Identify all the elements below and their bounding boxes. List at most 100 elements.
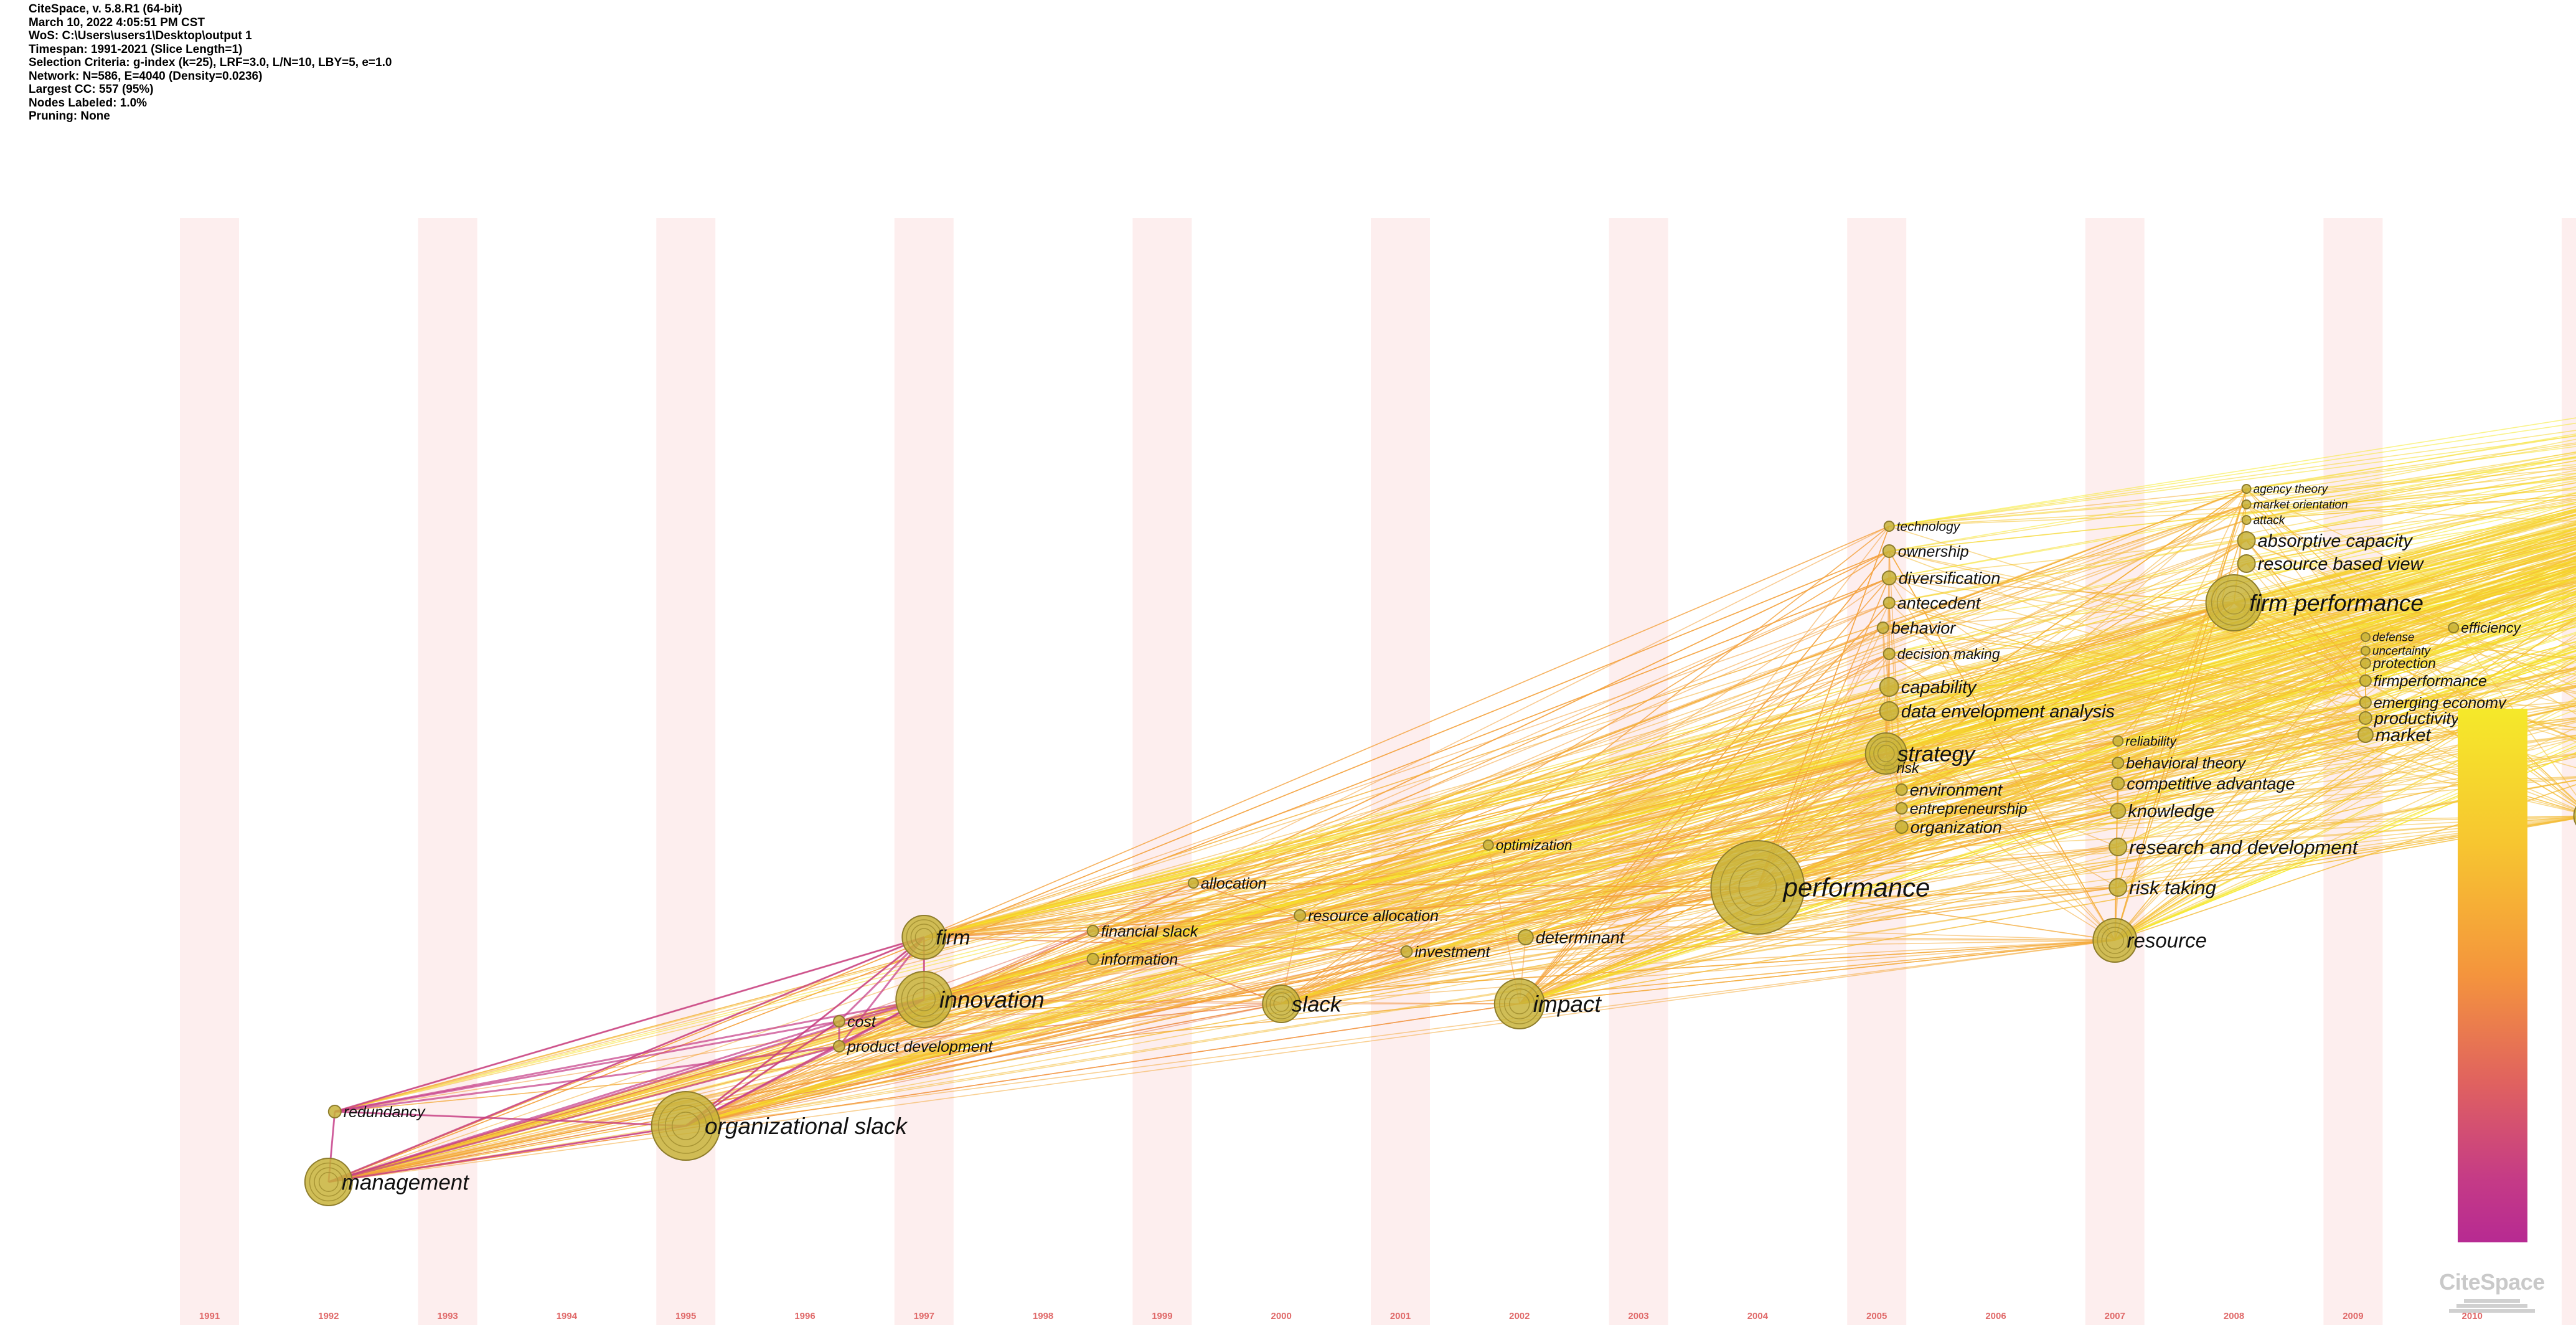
network-link [2118,653,2576,811]
keyword-node[interactable] [2357,727,2374,743]
network-link [2114,659,2576,941]
year-label: 1993 [437,1311,458,1321]
keyword-node[interactable] [2573,798,2576,833]
keyword-node[interactable] [1879,701,1899,721]
keyword-node[interactable] [1895,783,1908,796]
logo-text: CiteSpace [2439,1269,2545,1295]
network-link [1757,650,2576,888]
keyword-node[interactable] [1864,732,1907,775]
network-link [1519,940,2115,1004]
keyword-node[interactable] [1894,820,1909,834]
network-link [1889,531,2576,688]
keyword-node[interactable] [2360,646,2371,656]
keyword-node[interactable] [2108,878,2128,897]
keyword-node[interactable] [2360,632,2371,642]
keyword-node[interactable] [1876,621,1889,634]
keyword-node[interactable] [1883,648,1896,660]
network-link [924,999,1520,1004]
network-link [1757,631,2576,888]
network-link [1889,502,2576,654]
keyword-node[interactable] [1294,909,1307,922]
keyword-node[interactable] [651,1091,721,1161]
network-link [1901,560,2576,809]
keyword-node[interactable] [2448,622,2460,633]
header-line: Largest CC: 557 (95%) [29,83,154,96]
year-label: 1996 [794,1311,815,1321]
keyword-node[interactable] [2110,803,2127,819]
keyword-node[interactable] [2241,499,2252,509]
keyword-node[interactable] [1881,570,1897,585]
keyword-node[interactable] [1086,953,1099,965]
network-link [328,514,2576,1183]
network-link [1889,470,2576,603]
keyword-label: competitive advantage [2127,774,2295,793]
network-link [2118,595,2576,763]
keyword-node[interactable] [304,1158,353,1206]
network-link [839,667,2576,1047]
keyword-label: organization [1911,818,2002,836]
keyword-node[interactable] [327,1105,342,1118]
keyword-node[interactable] [2241,484,2252,494]
keyword-node[interactable] [2112,757,2125,769]
network-link [924,488,2247,1000]
network-link [1519,647,2576,1004]
network-link [1883,602,2234,628]
keyword-label: reliability [2125,734,2177,749]
keyword-node[interactable] [1262,985,1301,1023]
network-link [1883,491,2576,628]
network-link [1406,844,1489,952]
network-link [1889,475,2576,654]
keyword-node[interactable] [1883,597,1896,609]
keyword-node[interactable] [2108,838,2128,856]
keyword-node[interactable] [1895,802,1908,815]
keyword-node[interactable] [2112,735,2124,747]
node-ring [1269,992,1293,1016]
network-link [1889,577,2115,941]
keyword-node[interactable] [1400,945,1413,958]
network-link [2453,577,2576,628]
keyword-node[interactable] [833,1040,845,1052]
node-ring [2211,580,2257,626]
network-link [1757,587,2576,888]
network-link [2365,590,2576,703]
network-link [685,717,2366,1127]
keyword-label: diversification [1899,569,2001,587]
keyword-node[interactable] [2358,711,2372,725]
network-link [328,810,2118,1183]
keyword-node[interactable] [2111,777,2125,790]
keyword-label: firmperformance [2374,673,2487,690]
network-link [334,887,1758,1112]
network-link [685,636,2366,1127]
keyword-node[interactable] [2241,515,2252,525]
node-ring [1509,993,1530,1014]
keyword-node[interactable] [1493,978,1545,1029]
keyword-node[interactable] [2237,554,2256,573]
keyword-node[interactable] [2237,531,2256,550]
network-link [334,998,924,1113]
keyword-node[interactable] [2205,574,2263,631]
node-ring [1719,849,1796,925]
keyword-node[interactable] [1883,521,1895,532]
keyword-node[interactable] [1086,925,1099,937]
keyword-node[interactable] [833,1015,845,1028]
network-link [1757,887,2115,941]
keyword-node[interactable] [1517,929,1534,945]
network-link [1281,641,2576,1004]
network-link [2117,602,2576,811]
keyword-label: financial slack [1101,923,1199,940]
keyword-node[interactable] [1882,544,1896,558]
network-link [924,887,1758,1000]
keyword-node[interactable] [2359,696,2372,709]
keyword-node[interactable] [2092,918,2138,963]
network-link [1519,826,1902,1004]
keyword-node[interactable] [1482,839,1494,851]
network-link [328,577,1889,1183]
keyword-node[interactable] [2359,674,2372,687]
keyword-node[interactable] [1710,840,1805,935]
keyword-node[interactable] [2359,658,2371,669]
keyword-node[interactable] [901,915,947,960]
keyword-node[interactable] [1187,877,1199,889]
keyword-node[interactable] [895,971,953,1028]
keyword-node[interactable] [1879,677,1899,697]
